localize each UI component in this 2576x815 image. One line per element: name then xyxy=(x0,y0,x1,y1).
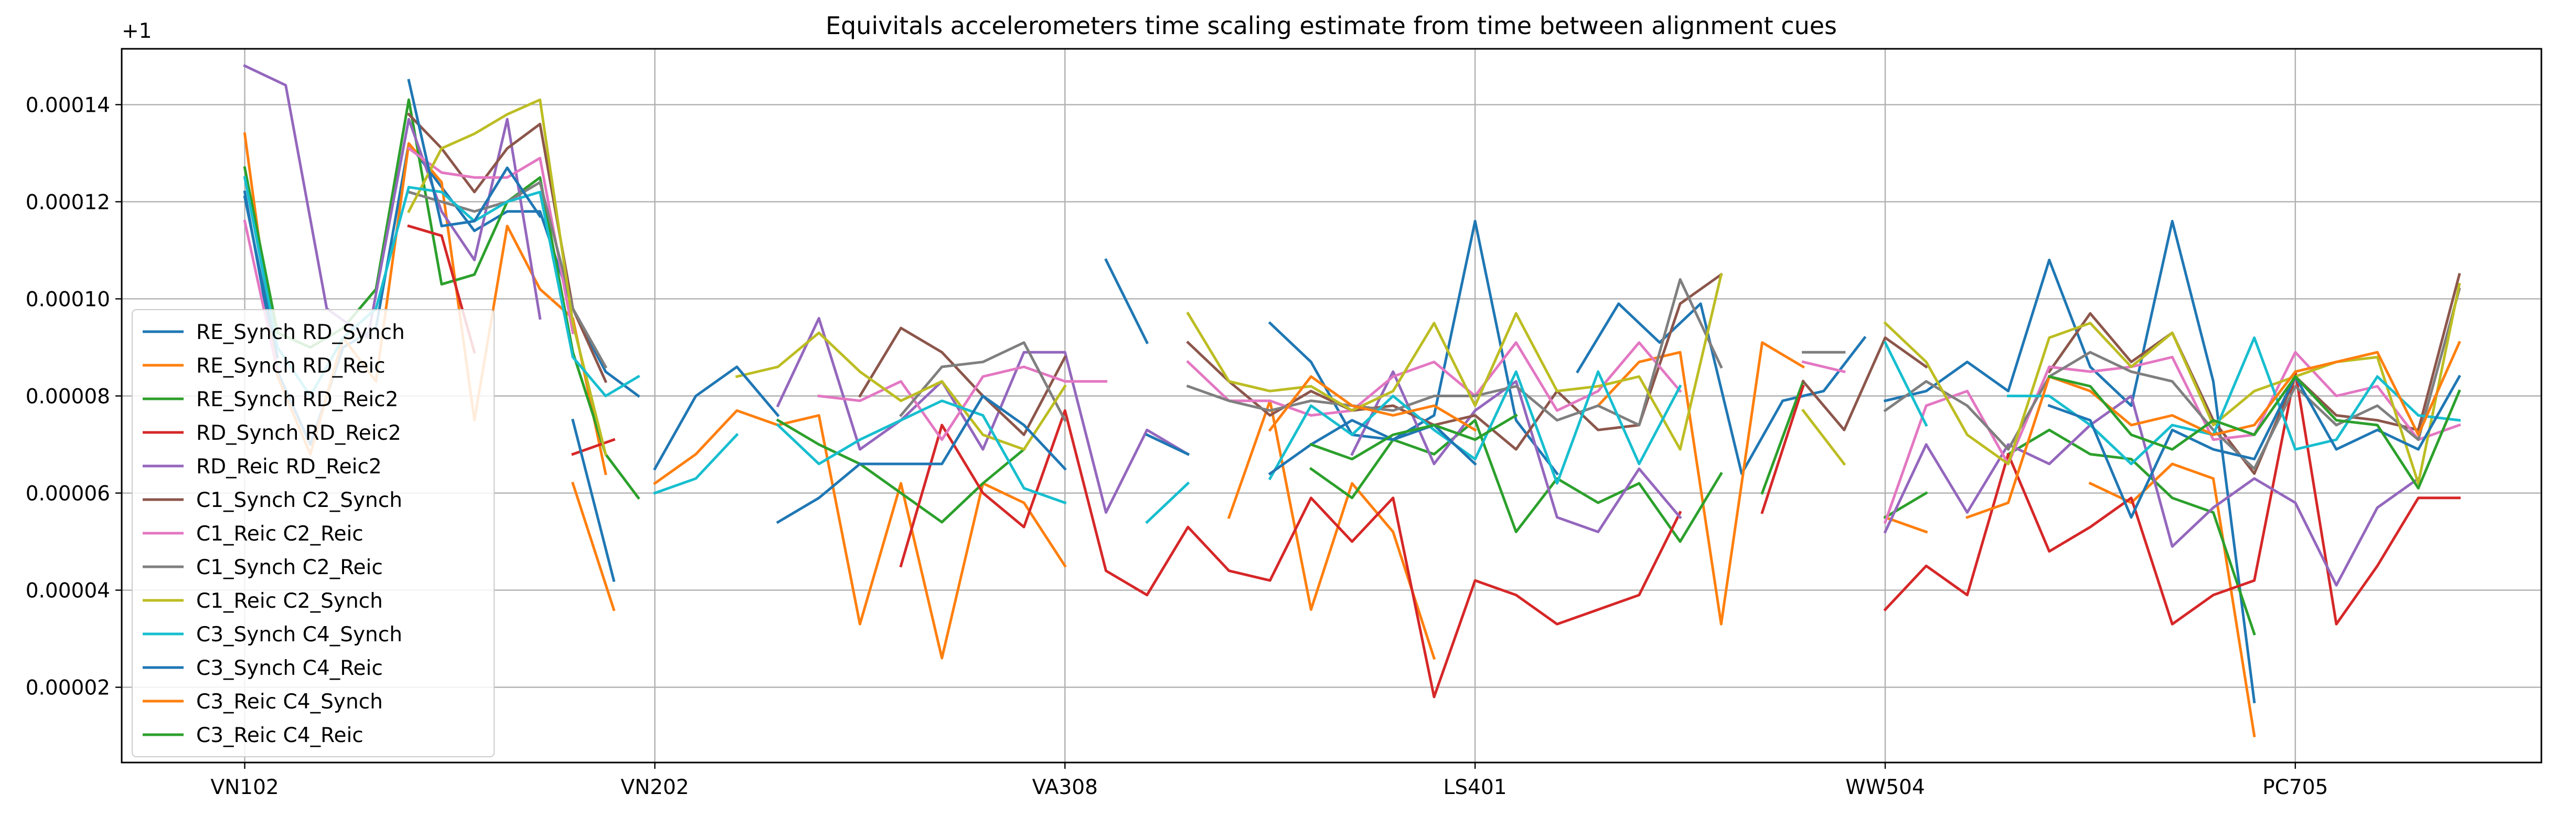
plot-frame xyxy=(121,48,2542,764)
legend-label: C3_Synch C4_Synch xyxy=(196,623,402,647)
x-tick-label: VN202 xyxy=(621,776,689,799)
legend-label: RE_Synch RD_Reic2 xyxy=(196,388,398,411)
series-line-7 xyxy=(899,341,1067,422)
x-tick-label: WW504 xyxy=(1845,776,1925,799)
series-line-4 xyxy=(1350,370,1682,533)
series-line-5 xyxy=(1801,336,1928,431)
series-line-9 xyxy=(1883,341,1928,427)
series-line-9 xyxy=(2007,336,2461,465)
series-line-10 xyxy=(571,418,616,583)
y-tick-label: 0.00006 xyxy=(26,482,110,506)
series-line-6 xyxy=(407,146,575,335)
series-line-7 xyxy=(1883,287,2461,470)
series-line-8 xyxy=(1801,408,1846,466)
legend: RE_Synch RD_Synch RE_Synch RD_Reic RE_Sync… xyxy=(132,309,495,757)
series-line-8 xyxy=(407,98,607,456)
y-tick-label: 0.00004 xyxy=(26,579,110,603)
series-line-1 xyxy=(653,409,1067,660)
series-line-5 xyxy=(858,326,1067,436)
chart-title: Equivitals accelerometers time scaling e… xyxy=(826,12,1837,40)
x-tick-label: VA308 xyxy=(1032,776,1098,799)
legend-label: C3_Synch C4_Reic xyxy=(196,657,383,680)
series-line-2 xyxy=(1883,491,1928,520)
y-tick-label: 0.00012 xyxy=(26,190,110,214)
series-line-2 xyxy=(776,418,1026,524)
series-line-10 xyxy=(776,395,1067,524)
series-line-3 xyxy=(899,409,1682,698)
series-line-0 xyxy=(1104,258,1149,345)
series-line-4 xyxy=(243,64,542,339)
series-line-12 xyxy=(1309,414,1518,461)
series-line-4 xyxy=(776,317,1190,514)
series-line-1 xyxy=(2088,462,2256,737)
series-line-3 xyxy=(1760,384,1805,514)
y-tick-label: 0.00008 xyxy=(26,385,110,408)
y-tick-label: 0.00014 xyxy=(26,93,110,117)
legend-label: RD_Synch RD_Reic2 xyxy=(196,421,401,445)
y-tick-label: 0.00010 xyxy=(26,288,110,311)
series-line-0 xyxy=(1576,302,1867,475)
series-line-5 xyxy=(2047,273,2461,475)
series-line-1 xyxy=(1596,341,1805,626)
series-line-6 xyxy=(1883,351,2461,524)
series-line-9 xyxy=(653,432,739,495)
series-line-2 xyxy=(1760,379,1805,495)
series-line-10 xyxy=(1145,433,1190,456)
legend-label: RE_Synch RD_Reic xyxy=(196,354,386,378)
series-line-10 xyxy=(1268,419,1477,475)
series-line-6 xyxy=(1801,360,1846,374)
series-line-10 xyxy=(2047,375,2462,519)
series-line-1 xyxy=(1227,399,1436,660)
x-tick-label: PC705 xyxy=(2262,776,2328,799)
series-line-2 xyxy=(1309,419,1723,543)
y-tick-label: 0.00002 xyxy=(26,676,110,700)
series-line-3 xyxy=(1883,370,2461,626)
series-line-8 xyxy=(1883,282,2461,485)
series-line-9 xyxy=(1145,481,1190,524)
series-line-5 xyxy=(1186,272,1723,451)
x-axis: VN102 VN202 VA308 LS401 WW504 PC705 xyxy=(210,763,2328,799)
series-line-10 xyxy=(407,79,542,228)
series-line-0 xyxy=(1883,219,2256,704)
series-layer xyxy=(243,64,2462,737)
legend-label: C1_Reic C2_Reic xyxy=(196,522,364,546)
y-axis: 0.00002 0.00004 0.00006 0.00008 0.00010 0.000… xyxy=(26,93,122,700)
legend-box xyxy=(132,309,495,757)
series-line-2 xyxy=(2006,428,2256,636)
series-line-10 xyxy=(653,365,780,471)
legend-label: C3_Reic C4_Reic xyxy=(196,724,364,747)
series-line-11 xyxy=(1268,375,1477,432)
legend-label: RD_Reic RD_Reic2 xyxy=(196,455,382,479)
x-tick-label: VN102 xyxy=(210,776,279,799)
legend-label: C3_Reic C4_Synch xyxy=(196,690,383,714)
series-line-7 xyxy=(1186,278,1723,427)
series-line-1 xyxy=(571,481,616,611)
x-tick-label: LS401 xyxy=(1444,776,1507,799)
series-line-9 xyxy=(1268,370,1682,485)
series-line-8 xyxy=(735,331,1067,451)
series-line-9 xyxy=(776,399,1067,505)
series-line-6 xyxy=(1186,341,1682,417)
legend-label: C1_Reic C2_Synch xyxy=(196,589,383,613)
legend-label: RE_Synch RD_Synch xyxy=(196,321,405,344)
series-line-12 xyxy=(2047,375,2461,490)
legend-label: C1_Synch C2_Synch xyxy=(196,489,402,512)
series-line-8 xyxy=(1186,273,1723,451)
y-offset-label: +1 xyxy=(122,19,152,43)
legend-label: C1_Synch C2_Reic xyxy=(196,556,383,579)
